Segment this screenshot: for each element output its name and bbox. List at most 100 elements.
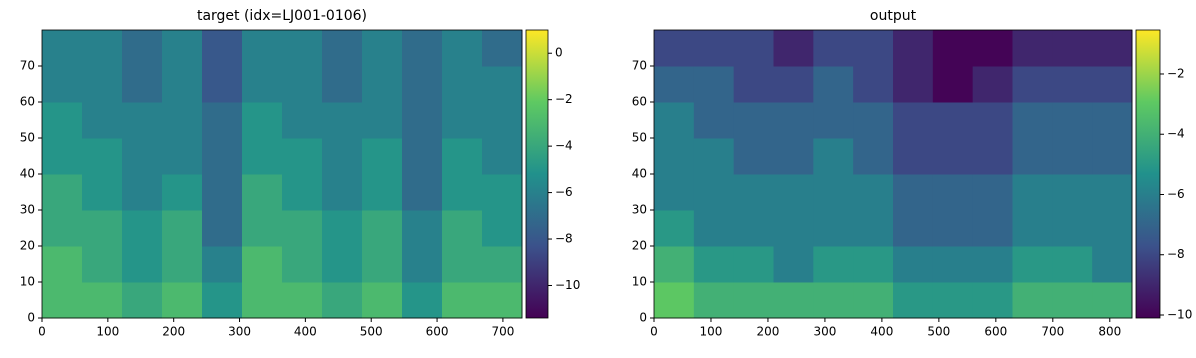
- heatmap-cell: [893, 30, 934, 67]
- heatmap-cell: [773, 246, 814, 283]
- heatmap-cell: [322, 66, 363, 103]
- heatmap-cell: [972, 246, 1013, 283]
- heatmap-cell: [1012, 282, 1053, 319]
- heatmap-cell: [972, 102, 1013, 139]
- heatmap-cell: [733, 174, 774, 211]
- y-tick-label: 10: [632, 275, 647, 289]
- heatmap-cell: [162, 102, 203, 139]
- heatmap-cell: [42, 138, 83, 175]
- heatmap-cell: [162, 174, 203, 211]
- heatmap-cell: [932, 102, 974, 139]
- colorbar-tick-label: −6: [1167, 187, 1185, 201]
- heatmap-cell: [1012, 174, 1053, 211]
- heatmap-cell: [162, 210, 203, 247]
- heatmap-cell: [202, 66, 243, 103]
- colorbar-tick-label: 0: [555, 46, 563, 60]
- heatmap-cell: [853, 246, 894, 283]
- heatmap-cell: [402, 138, 443, 175]
- heatmap-cell: [773, 174, 814, 211]
- heatmap-cell: [482, 210, 523, 247]
- x-tick-label: 200: [756, 325, 779, 339]
- heatmap-cell: [82, 282, 123, 319]
- heatmap-cell: [282, 30, 323, 67]
- heatmap-cell: [733, 102, 774, 139]
- heatmap-cell: [932, 210, 974, 247]
- heatmap-cell: [813, 282, 854, 319]
- heatmap-cell: [82, 30, 123, 67]
- heatmap-cell: [693, 66, 735, 103]
- heatmap-cell: [122, 30, 163, 67]
- heatmap-cell: [242, 246, 283, 283]
- colorbar: [1135, 29, 1161, 319]
- heatmap-cell: [654, 138, 695, 175]
- heatmap-cell: [813, 246, 854, 283]
- heatmap-cell: [402, 210, 443, 247]
- heatmap-cell: [932, 282, 974, 319]
- heatmap-cell: [242, 30, 283, 67]
- heatmap-cell: [282, 174, 323, 211]
- heatmap-cell: [242, 66, 283, 103]
- heatmap-cell: [42, 210, 83, 247]
- colorbar-tick-label: −6: [555, 185, 573, 199]
- heatmap-cell: [42, 282, 83, 319]
- heatmap-cell: [362, 102, 403, 139]
- heatmap-cell: [122, 138, 163, 175]
- heatmap-cell: [813, 30, 854, 67]
- x-tick-label: 0: [38, 325, 46, 339]
- heatmap-cell: [82, 210, 123, 247]
- heatmap-cell: [282, 102, 323, 139]
- heatmap-cell: [362, 210, 403, 247]
- colorbar-tick-label: −8: [1167, 247, 1185, 261]
- heatmap-cell: [773, 66, 814, 103]
- heatmap-cell: [82, 66, 123, 103]
- heatmap-cell: [42, 30, 83, 67]
- heatmap-cell: [853, 210, 894, 247]
- x-tick-label: 0: [650, 325, 658, 339]
- y-tick-label: 60: [20, 95, 35, 109]
- y-tick-label: 0: [27, 311, 35, 325]
- heatmap-cell: [82, 138, 123, 175]
- heatmap-cell: [322, 30, 363, 67]
- heatmap-cell: [1052, 174, 1093, 211]
- y-tick-label: 20: [20, 239, 35, 253]
- heatmap-cell: [733, 210, 774, 247]
- heatmap-cell: [1052, 282, 1093, 319]
- heatmap-cell: [442, 210, 483, 247]
- heatmap-cell: [482, 30, 523, 67]
- heatmap-cell: [202, 102, 243, 139]
- x-tick-label: 300: [813, 325, 836, 339]
- heatmap-cell: [733, 138, 774, 175]
- heatmap-cell: [893, 210, 934, 247]
- heatmap-cell: [693, 246, 735, 283]
- heatmap-cell: [282, 246, 323, 283]
- heatmap-cell: [654, 174, 695, 211]
- heatmap-cell: [693, 30, 735, 67]
- heatmap-cell: [972, 30, 1013, 67]
- heatmap-cell: [162, 246, 203, 283]
- heatmap-cell: [693, 102, 735, 139]
- heatmap-cell: [362, 246, 403, 283]
- heatmap-cell: [82, 174, 123, 211]
- heatmap-cell: [654, 210, 695, 247]
- heatmap-cell: [813, 138, 854, 175]
- heatmap-cell: [362, 30, 403, 67]
- heatmap-cell: [282, 66, 323, 103]
- heatmap-cell: [693, 138, 735, 175]
- x-tick-label: 400: [294, 325, 317, 339]
- heatmap-cell: [1012, 246, 1053, 283]
- heatmap-cell: [893, 282, 934, 319]
- heatmap-cell: [122, 102, 163, 139]
- heatmap-cell: [322, 282, 363, 319]
- y-tick-label: 60: [632, 95, 647, 109]
- heatmap-cell: [693, 174, 735, 211]
- x-tick-label: 300: [228, 325, 251, 339]
- heatmap-cell: [972, 174, 1013, 211]
- heatmap-cell: [1012, 210, 1053, 247]
- x-tick-label: 200: [162, 325, 185, 339]
- colorbar: [525, 29, 549, 319]
- heatmap-cell: [442, 138, 483, 175]
- heatmap-cell: [773, 102, 814, 139]
- heatmap-cell: [282, 282, 323, 319]
- heatmap-cell: [362, 282, 403, 319]
- heatmap-cell: [162, 30, 203, 67]
